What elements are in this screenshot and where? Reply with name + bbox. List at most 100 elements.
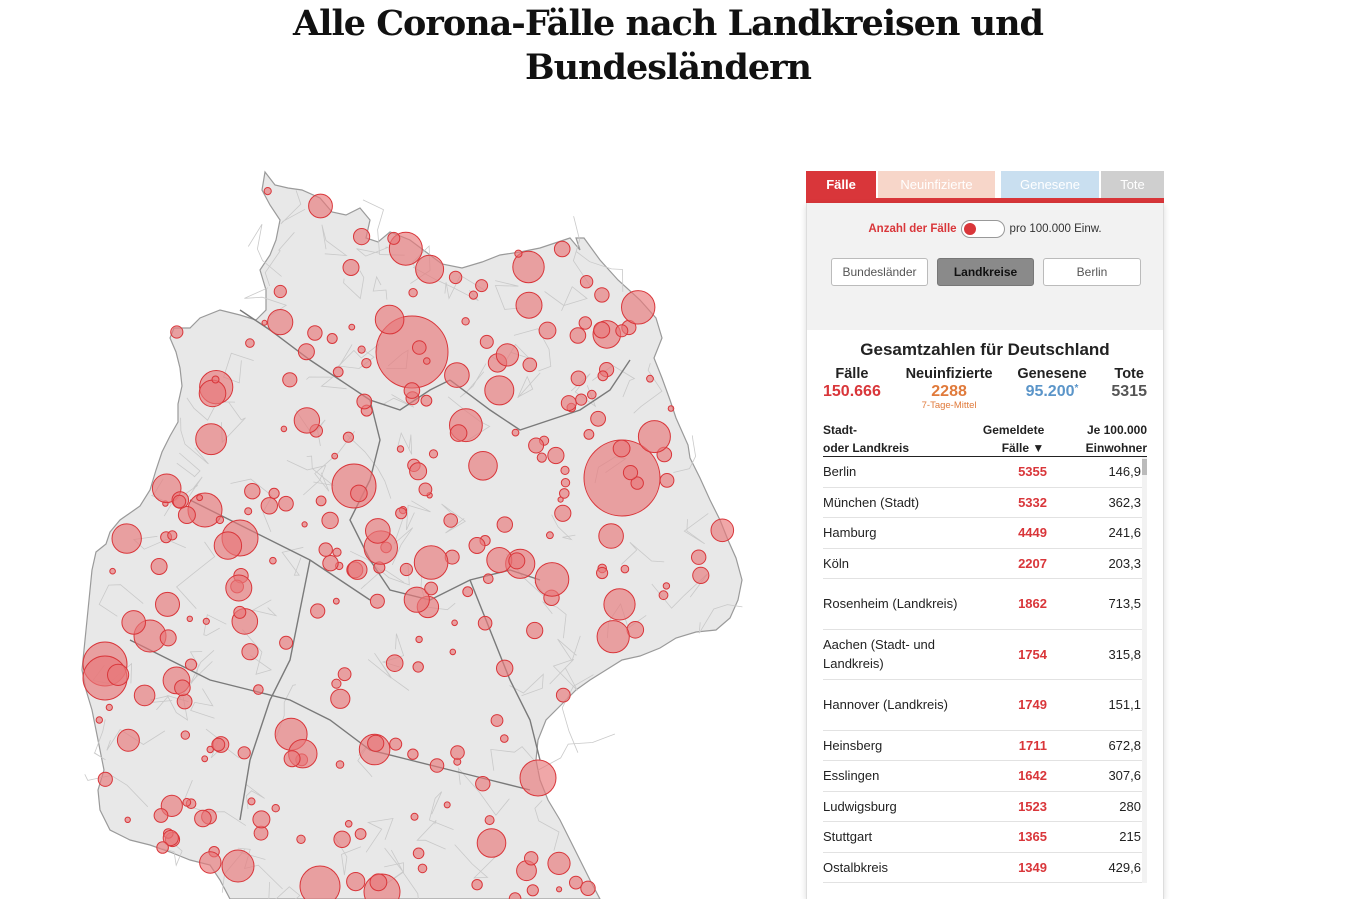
col-header-per100k[interactable]: Je 100.000 Einwohner: [1044, 421, 1147, 456]
case-bubble[interactable]: [511, 428, 520, 437]
case-bubble[interactable]: [213, 531, 243, 560]
case-bubble[interactable]: [278, 495, 294, 512]
case-bubble[interactable]: [500, 734, 509, 743]
case-bubble[interactable]: [575, 393, 588, 406]
case-bubble[interactable]: [658, 590, 669, 601]
segment-berlin[interactable]: Berlin: [1043, 258, 1141, 286]
case-bubble[interactable]: [225, 574, 253, 602]
case-bubble[interactable]: [194, 809, 212, 828]
case-bubble[interactable]: [555, 687, 571, 703]
case-bubble[interactable]: [198, 379, 227, 408]
germany-map[interactable]: [70, 160, 770, 899]
case-bubble[interactable]: [215, 515, 225, 525]
case-bubble[interactable]: [361, 358, 372, 369]
case-bubble[interactable]: [244, 483, 261, 500]
case-bubble[interactable]: [448, 270, 463, 285]
table-row[interactable]: Aachen (Stadt- und Landkreis) 1754 315,8: [823, 630, 1147, 680]
case-bubble[interactable]: [322, 555, 339, 572]
case-bubble[interactable]: [356, 393, 373, 410]
table-scrollbar[interactable]: [1142, 457, 1147, 883]
case-bubble[interactable]: [283, 750, 301, 768]
case-bubble[interactable]: [389, 737, 403, 751]
table-row[interactable]: Stuttgart 1365 215: [823, 822, 1147, 853]
table-row[interactable]: Köln 2207 203,3: [823, 549, 1147, 579]
case-bubble[interactable]: [524, 851, 539, 866]
case-bubble[interactable]: [211, 737, 226, 752]
segment-landkreise[interactable]: Landkreise: [937, 258, 1034, 286]
case-bubble[interactable]: [354, 828, 367, 840]
case-bubble[interactable]: [412, 847, 425, 860]
case-bubble[interactable]: [468, 290, 478, 300]
case-bubble[interactable]: [593, 321, 611, 339]
case-bubble[interactable]: [462, 586, 474, 598]
case-bubble[interactable]: [560, 465, 570, 475]
case-bubble[interactable]: [159, 629, 177, 647]
case-bubble[interactable]: [346, 872, 366, 892]
case-bubble[interactable]: [630, 476, 644, 490]
case-bubble[interactable]: [538, 321, 557, 340]
case-bubble[interactable]: [528, 437, 545, 454]
case-bubble[interactable]: [659, 473, 675, 488]
case-bubble[interactable]: [579, 275, 594, 289]
table-body[interactable]: Berlin 5355 146,9 München (Stadt) 5332 362,3 H…: [823, 457, 1147, 883]
case-bubble[interactable]: [429, 758, 445, 773]
case-bubble[interactable]: [353, 228, 371, 246]
case-bubble[interactable]: [450, 745, 465, 760]
case-bubble[interactable]: [692, 566, 710, 584]
tab-faelle[interactable]: Fälle: [806, 171, 876, 198]
case-bubble[interactable]: [116, 728, 140, 752]
case-bubble[interactable]: [477, 615, 493, 631]
case-bubble[interactable]: [590, 410, 606, 427]
case-bubble[interactable]: [662, 582, 671, 590]
case-bubble[interactable]: [646, 374, 654, 383]
case-bubble[interactable]: [583, 429, 595, 440]
case-bubble[interactable]: [206, 745, 214, 754]
case-bubble[interactable]: [348, 323, 356, 331]
case-bubble[interactable]: [556, 886, 563, 893]
case-bubble[interactable]: [587, 389, 597, 400]
case-bubble[interactable]: [174, 679, 191, 697]
case-bubble[interactable]: [365, 518, 391, 544]
case-bubble[interactable]: [410, 812, 419, 821]
case-bubble[interactable]: [260, 497, 279, 515]
scrollbar-thumb[interactable]: [1142, 459, 1147, 475]
case-bubble[interactable]: [107, 663, 130, 687]
case-bubble[interactable]: [202, 617, 210, 625]
case-bubble[interactable]: [252, 810, 271, 829]
case-bubble[interactable]: [297, 343, 315, 361]
case-bubble[interactable]: [332, 366, 344, 378]
case-bubble[interactable]: [199, 851, 222, 874]
case-bubble[interactable]: [423, 357, 431, 365]
case-bubble[interactable]: [475, 279, 489, 293]
case-bubble[interactable]: [603, 588, 636, 621]
case-bubble[interactable]: [211, 375, 220, 384]
case-bubble[interactable]: [332, 547, 342, 557]
case-bubble[interactable]: [279, 635, 294, 650]
case-bubble[interactable]: [156, 841, 169, 854]
case-bubble[interactable]: [399, 562, 413, 577]
case-bubble[interactable]: [476, 828, 507, 858]
case-bubble[interactable]: [109, 567, 116, 575]
case-bubble[interactable]: [468, 537, 486, 554]
case-bubble[interactable]: [357, 345, 366, 354]
case-bubble[interactable]: [180, 730, 191, 740]
case-bubble[interactable]: [612, 439, 631, 458]
case-bubble[interactable]: [412, 340, 427, 355]
case-bubble[interactable]: [342, 259, 360, 276]
case-bubble[interactable]: [621, 290, 656, 325]
case-bubble[interactable]: [444, 362, 470, 388]
case-bubble[interactable]: [155, 591, 180, 617]
case-bubble[interactable]: [519, 759, 557, 797]
case-bubble[interactable]: [347, 559, 368, 580]
segment-bundeslaender[interactable]: Bundesländer: [831, 258, 928, 286]
case-bubble[interactable]: [267, 309, 294, 336]
case-bubble[interactable]: [95, 716, 103, 724]
case-bubble[interactable]: [667, 405, 675, 412]
case-bubble[interactable]: [269, 556, 277, 565]
case-bubble[interactable]: [331, 452, 339, 460]
case-bubble[interactable]: [247, 797, 256, 806]
tab-tote[interactable]: Tote: [1101, 171, 1164, 198]
case-bubble[interactable]: [167, 530, 178, 541]
case-bubble[interactable]: [318, 542, 333, 557]
case-bubble[interactable]: [244, 507, 253, 516]
